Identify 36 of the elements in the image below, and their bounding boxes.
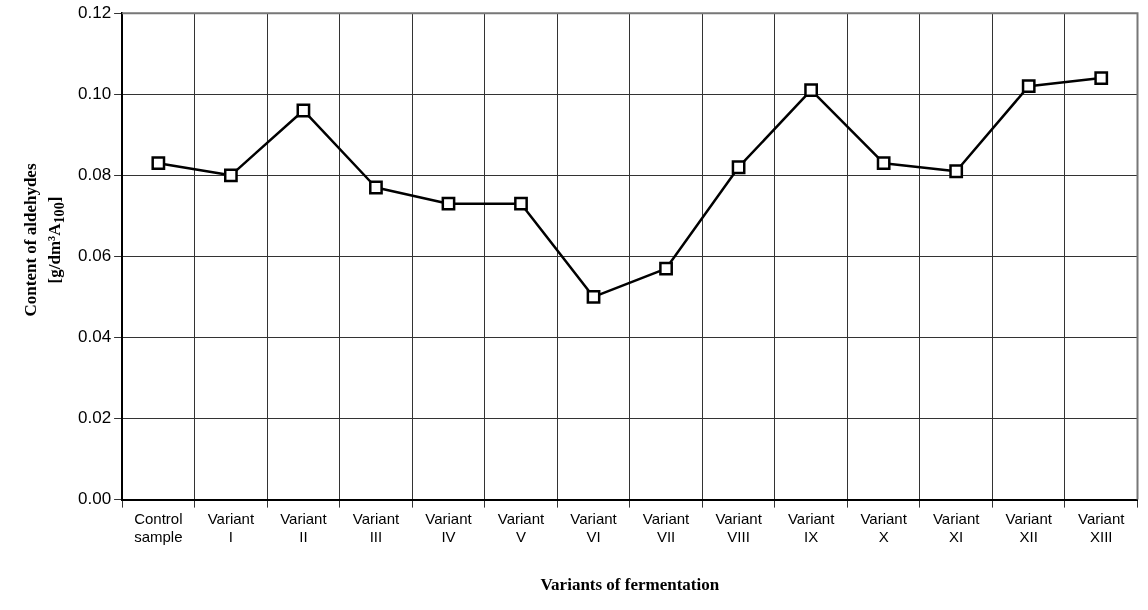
point xyxy=(151,156,166,171)
point xyxy=(731,160,746,175)
x-tick-label: Variant VIII xyxy=(715,509,763,545)
x-tick-label: Variant XIII xyxy=(1078,509,1126,545)
x-tick-label: Variant II xyxy=(280,509,328,545)
point xyxy=(1094,71,1109,85)
x-tick-label: Variant VII xyxy=(642,509,691,545)
x-axis-title: Variants of fermentation xyxy=(540,575,720,595)
y-tick-label: 0.02 xyxy=(77,408,112,428)
y-tick-label: 0.06 xyxy=(77,246,112,266)
x-tick-label: Control sample xyxy=(134,509,183,545)
x-tick-label: Variant X xyxy=(860,509,908,545)
y-tick-label: 0.04 xyxy=(77,327,112,347)
y-tick-label: 0.12 xyxy=(77,2,112,22)
point xyxy=(369,180,383,195)
point xyxy=(804,83,819,98)
point xyxy=(514,196,528,211)
x-tick-label: Variant IX xyxy=(787,509,836,545)
x-tick-label: Variant I xyxy=(207,509,255,545)
point xyxy=(296,103,311,118)
x-tick-label: Variant VI xyxy=(570,509,618,545)
y-tick-label: 0.08 xyxy=(77,165,112,185)
x-tick-label: Variant III xyxy=(352,509,400,545)
point xyxy=(586,290,601,304)
point xyxy=(441,196,456,211)
y-tick-label: 0.10 xyxy=(77,83,112,103)
point xyxy=(659,261,673,276)
y-tick-label: 0.00 xyxy=(77,489,112,509)
x-tick-label: Variant XI xyxy=(932,509,981,545)
x-tick-label: Variant XII xyxy=(1005,509,1053,545)
point xyxy=(1021,79,1036,94)
point xyxy=(949,164,964,179)
x-tick-label: Variant V xyxy=(497,509,546,545)
x-tick-label: Variant IV xyxy=(425,509,473,545)
point xyxy=(876,156,891,171)
point xyxy=(223,168,238,183)
